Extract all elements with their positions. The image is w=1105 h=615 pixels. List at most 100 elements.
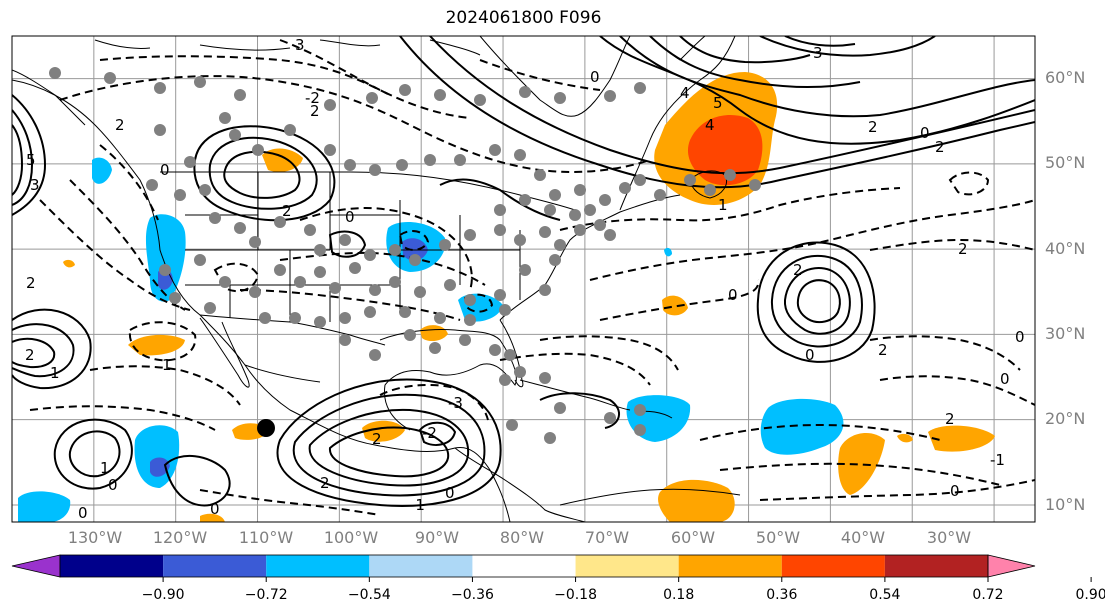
- station-dot: [549, 189, 561, 201]
- neg-contour-small-1: [398, 229, 430, 251]
- colorbar-tick-label: −0.36: [451, 587, 494, 603]
- contour-label: 0: [728, 286, 738, 304]
- station-dot: [364, 306, 376, 318]
- station-dot: [604, 412, 616, 424]
- latitude-labels: 60°N 50°N 40°N 30°N 20°N 10°N: [1045, 68, 1085, 514]
- contour-pacific-nw-1: [193, 125, 336, 222]
- station-dot: [366, 92, 378, 104]
- station-dot: [274, 216, 286, 228]
- station-dot: [169, 292, 181, 304]
- station-dot: [349, 262, 361, 274]
- shade-blue-small: [664, 247, 672, 257]
- contour-label: 0: [108, 476, 118, 494]
- contour-label: 1: [50, 364, 60, 382]
- neg-contour-east-3: [599, 279, 760, 321]
- colorbar: −0.90 −0.72 −0.54 −0.36 −0.18 0.18 0.36 0.54 0.7…: [11, 554, 1105, 603]
- contour-label: 2: [26, 274, 36, 292]
- station-dot: [454, 154, 466, 166]
- station-dot: [704, 184, 716, 196]
- station-dot: [494, 224, 506, 236]
- station-dot: [199, 184, 211, 196]
- station-dot: [634, 82, 646, 94]
- contour-label: -3: [448, 394, 463, 412]
- contour-label: 0: [160, 161, 170, 179]
- map-frame: [11, 35, 1036, 523]
- station-dot: [369, 349, 381, 361]
- station-dot: [424, 154, 436, 166]
- contour-pacific-s-3: [163, 454, 231, 507]
- contour-label: -1: [410, 496, 425, 514]
- neg-contour-south-atl-5: [759, 479, 1035, 501]
- contour-label: 0: [920, 124, 930, 142]
- lon-label-40w: 40°W: [841, 528, 885, 547]
- station-dot: [654, 189, 666, 201]
- lat-label-50n: 50°N: [1045, 153, 1085, 172]
- colorbar-extend-low: [11, 554, 61, 578]
- station-dot: [289, 312, 301, 324]
- neg-contour-canada-3: [279, 39, 471, 119]
- contour-mexico-1: [276, 378, 502, 507]
- contour-newfoundland-2: [619, 36, 1035, 118]
- station-dot: [194, 76, 206, 88]
- lon-label-90w: 90°W: [415, 528, 459, 547]
- station-dot: [399, 84, 411, 96]
- contour-label: 2: [320, 474, 330, 492]
- contour-mexico-5: [418, 421, 457, 446]
- neg-contour-south-atl-4: [719, 462, 1001, 486]
- station-dot: [514, 234, 526, 246]
- contour-newfoundland-4: [679, 36, 811, 64]
- positive-contours: [12, 36, 1035, 507]
- contour-label: 2: [945, 410, 955, 428]
- station-dot: [364, 249, 376, 261]
- shade-darkblue-midwest: [402, 238, 428, 261]
- shade-orange-carib: [658, 479, 735, 522]
- colorbar-tick-label: 0.54: [869, 587, 900, 603]
- shade-orange-atl3: [928, 425, 995, 452]
- station-dot: [249, 286, 261, 298]
- contour-newfoundland-5: [759, 36, 936, 57]
- station-dot: [539, 226, 551, 238]
- station-dot: [329, 282, 341, 294]
- station-dot: [499, 304, 511, 316]
- colorbar-tick-label: −0.72: [245, 587, 288, 603]
- contour-label: -2: [422, 424, 437, 442]
- station-dot: [396, 159, 408, 171]
- station-dot: [474, 94, 486, 106]
- station-dot: [439, 239, 451, 251]
- neg-contour-carib-2: [539, 335, 679, 371]
- shade-orange-mex2: [362, 420, 405, 442]
- contour-label: 0: [805, 346, 815, 364]
- lon-label-110w: 110°W: [239, 528, 294, 547]
- station-dot: [389, 244, 401, 256]
- contour-label: -1: [990, 451, 1005, 469]
- station-dot: [314, 266, 326, 278]
- contour-canada-long2: [429, 36, 1035, 175]
- neg-contour-central-3: [239, 289, 461, 321]
- station-dot: [389, 276, 401, 288]
- contour-label: 1: [100, 459, 110, 477]
- station-dot: [174, 189, 186, 201]
- storm-center-marker: [257, 419, 275, 437]
- station-dot: [544, 432, 556, 444]
- lat-label-40n: 40°N: [1045, 239, 1085, 258]
- station-dot: [339, 334, 351, 346]
- contour-label: 2: [282, 202, 292, 220]
- lon-label-30w: 30°W: [927, 528, 971, 547]
- station-dot: [684, 174, 696, 186]
- graticule: [12, 36, 1035, 522]
- station-dot: [504, 349, 516, 361]
- station-dot: [499, 374, 511, 386]
- lon-label-50w: 50°W: [756, 528, 800, 547]
- station-dot: [314, 316, 326, 328]
- station-dot: [234, 222, 246, 234]
- coast-baja: [199, 317, 250, 388]
- station-dot: [369, 284, 381, 296]
- station-dot: [434, 312, 446, 324]
- colorbar-outline: [59, 554, 989, 578]
- contour-pacific-s-1: [53, 418, 133, 490]
- contour-alaska-1: [12, 94, 47, 216]
- neg-contour-west-2: [69, 179, 186, 311]
- colorbar-tick-label: 0.90: [1076, 587, 1105, 603]
- lon-label-60w: 60°W: [671, 528, 715, 547]
- shade-orange-small: [63, 259, 75, 268]
